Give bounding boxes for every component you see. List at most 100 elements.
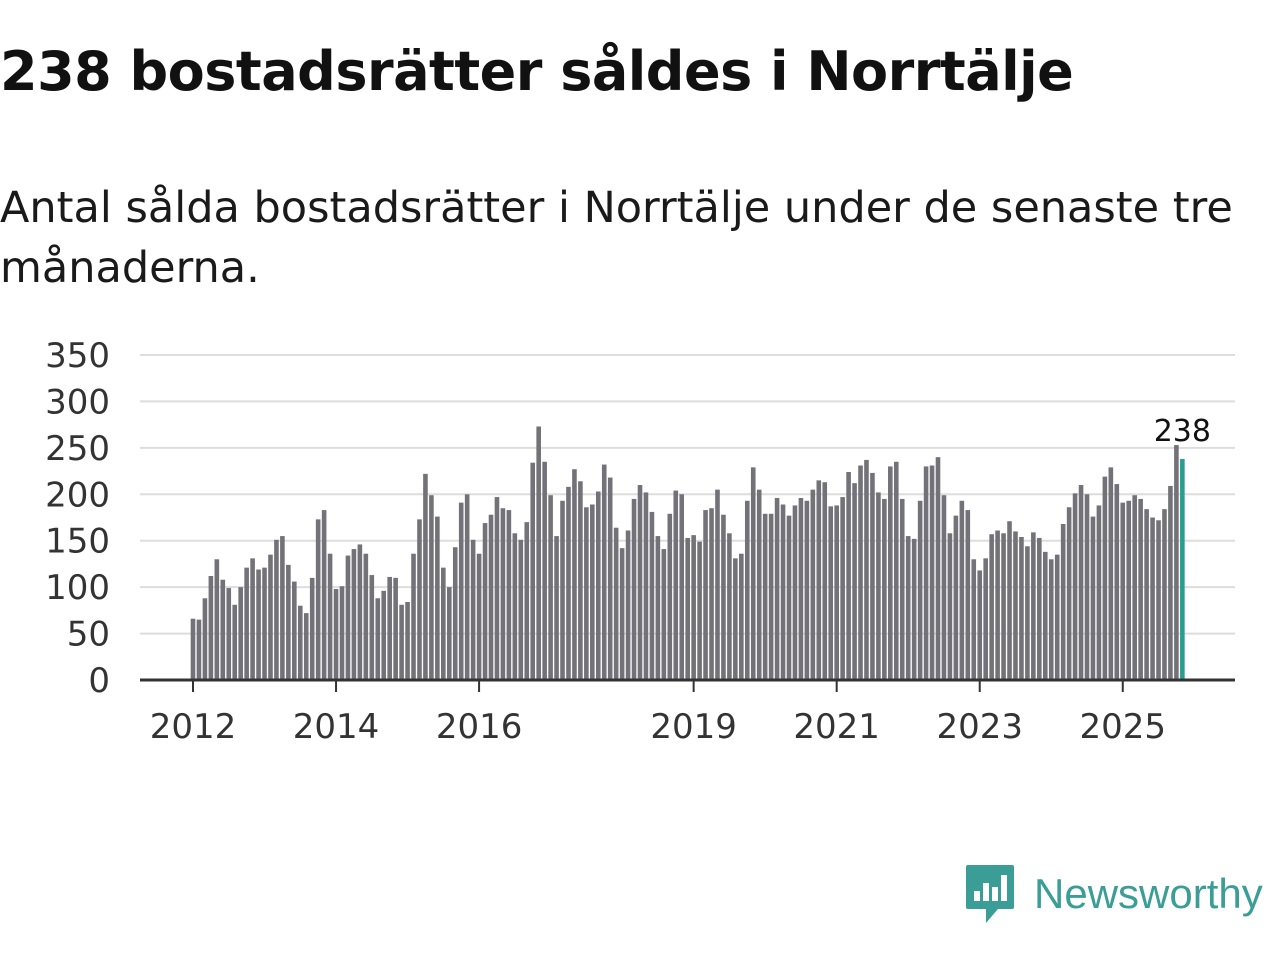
bar bbox=[250, 558, 255, 680]
bar bbox=[661, 549, 667, 680]
bar bbox=[977, 570, 983, 680]
bar bbox=[196, 619, 202, 680]
bar bbox=[280, 536, 285, 680]
bar bbox=[947, 533, 953, 680]
bar bbox=[578, 481, 583, 680]
bar bbox=[613, 527, 619, 680]
bar bbox=[381, 590, 387, 680]
bar bbox=[607, 477, 613, 680]
bar bbox=[858, 465, 863, 680]
bar bbox=[882, 498, 887, 680]
bar bbox=[363, 553, 369, 680]
brand-name: Newsworthy bbox=[1034, 870, 1263, 917]
bar bbox=[810, 489, 816, 680]
bar bbox=[452, 547, 458, 680]
bar bbox=[268, 554, 273, 680]
bar bbox=[351, 549, 357, 680]
bar bbox=[941, 495, 947, 680]
bar bbox=[560, 500, 565, 680]
bar bbox=[870, 472, 875, 680]
bar bbox=[679, 494, 685, 680]
bar bbox=[1072, 493, 1078, 680]
bar bbox=[429, 495, 434, 680]
bar bbox=[214, 559, 220, 680]
bar-highlight bbox=[1180, 459, 1185, 680]
bar bbox=[727, 533, 732, 680]
bar bbox=[1174, 445, 1179, 680]
bar bbox=[1054, 554, 1060, 680]
bar bbox=[834, 505, 839, 680]
bar bbox=[750, 467, 756, 680]
bar bbox=[685, 537, 690, 680]
bar bbox=[393, 577, 398, 680]
bar bbox=[733, 558, 738, 680]
bar bbox=[232, 604, 238, 680]
bar bbox=[256, 569, 261, 680]
bar bbox=[846, 472, 851, 680]
x-tick-label: 2014 bbox=[293, 707, 380, 747]
bar bbox=[1138, 498, 1143, 680]
bar bbox=[297, 605, 303, 680]
bar bbox=[572, 469, 577, 680]
bar bbox=[953, 515, 959, 680]
bar bbox=[303, 613, 309, 680]
bar bbox=[1048, 559, 1054, 680]
bar bbox=[375, 598, 381, 680]
bar bbox=[744, 500, 750, 680]
bar bbox=[286, 564, 291, 680]
bar bbox=[840, 497, 845, 680]
bar bbox=[917, 500, 923, 680]
bar bbox=[423, 473, 428, 680]
bar bbox=[709, 508, 714, 680]
bar bbox=[333, 589, 339, 680]
chart-subtitle: Antal sålda bostadsrätter i Norrtälje un… bbox=[0, 183, 1233, 293]
bar bbox=[792, 505, 798, 680]
bar bbox=[1060, 524, 1066, 680]
bar bbox=[1162, 509, 1167, 680]
y-tick-label: 300 bbox=[45, 382, 110, 422]
x-tick-label: 2025 bbox=[1079, 707, 1166, 747]
y-tick-label: 200 bbox=[45, 475, 110, 515]
bar bbox=[721, 514, 726, 680]
bar bbox=[274, 539, 279, 680]
bar bbox=[1019, 537, 1024, 680]
x-tick-label: 2012 bbox=[150, 707, 237, 747]
bar bbox=[816, 480, 822, 680]
y-tick-label: 0 bbox=[88, 661, 110, 701]
bar bbox=[655, 536, 661, 680]
bar bbox=[494, 497, 500, 680]
bar bbox=[965, 510, 971, 680]
bar bbox=[852, 483, 857, 680]
bar bbox=[983, 558, 988, 680]
x-tick-label: 2023 bbox=[936, 707, 1023, 747]
bar bbox=[488, 514, 494, 680]
bar bbox=[923, 466, 929, 680]
bar bbox=[1001, 533, 1006, 680]
bar bbox=[697, 541, 702, 680]
bar bbox=[911, 538, 917, 680]
bar bbox=[226, 588, 232, 680]
bar bbox=[691, 535, 696, 680]
bar bbox=[798, 498, 804, 680]
bar bbox=[292, 581, 297, 680]
data-labels: 238 bbox=[1154, 414, 1211, 449]
bar bbox=[470, 539, 476, 680]
bars bbox=[190, 426, 1185, 680]
bar bbox=[566, 486, 571, 680]
bar bbox=[387, 576, 392, 680]
bar bbox=[327, 553, 333, 680]
bar bbox=[1007, 521, 1012, 680]
y-tick-label: 350 bbox=[45, 336, 110, 376]
bar bbox=[309, 577, 315, 680]
bar bbox=[208, 576, 214, 680]
bar bbox=[1084, 494, 1090, 680]
bar bbox=[1150, 517, 1155, 680]
bar bbox=[446, 587, 452, 680]
x-tick-label: 2016 bbox=[436, 707, 523, 747]
bar bbox=[458, 502, 464, 680]
bar bbox=[601, 464, 607, 680]
bar bbox=[1042, 551, 1048, 680]
bar bbox=[1156, 520, 1161, 680]
bar bbox=[1102, 476, 1108, 680]
bar bbox=[905, 536, 911, 680]
